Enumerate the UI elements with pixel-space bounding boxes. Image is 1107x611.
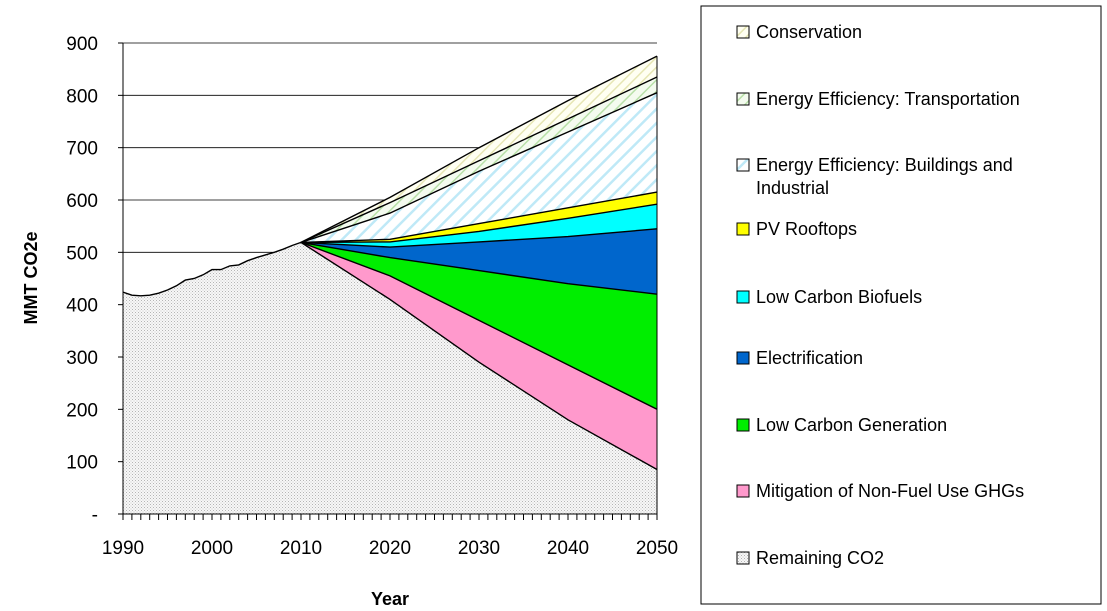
boundary-pv-rooftops xyxy=(300,191,658,244)
legend-swatch xyxy=(736,25,750,39)
area-energy-efficiency-buildings-and-industrial xyxy=(301,92,657,243)
legend-label: Low Carbon Biofuels xyxy=(756,287,922,307)
boundary-conservation xyxy=(300,55,658,244)
legend-item-energy-efficiency-buildings-and: Energy Efficiency: Buildings and Industri… xyxy=(736,155,1013,198)
boundary-energy-efficiency-transportation xyxy=(300,76,658,244)
y-tick-label-900: 900 xyxy=(66,34,98,55)
legend-swatch xyxy=(736,92,750,106)
legend-swatch xyxy=(736,158,750,172)
x-tick-label-2010: 2010 xyxy=(280,538,322,559)
axes: - 100 200 300 400 500 600 700 800 900 1990 2000 2010… xyxy=(66,34,678,559)
legend-frame xyxy=(700,5,1102,605)
y-tick-label-500: 500 xyxy=(66,243,98,264)
y-tick-label-400: 400 xyxy=(66,296,98,317)
area-conservation xyxy=(301,56,657,243)
y-tick-label-100: 100 xyxy=(66,453,98,474)
y-tick-label-600: 600 xyxy=(66,191,98,212)
plot-area: - 100 200 300 400 500 600 700 800 900 1990 2000 2010… xyxy=(66,34,678,559)
boundary-mitigation-of-non-fuel-use-ghgs xyxy=(300,241,658,410)
legend-swatch xyxy=(736,222,750,236)
legend-label: Electrification xyxy=(756,348,863,368)
legend-item-mitigation-of-non-fuel-use-ghgs: Mitigation of Non-Fuel Use GHGs xyxy=(736,481,1024,501)
y-axis-title: MMT CO2e xyxy=(21,231,41,324)
legend: Conservation Energy Efficiency: Transport… xyxy=(700,5,1102,605)
y-tick-label-200: 200 xyxy=(66,400,98,421)
legend-label: Mitigation of Non-Fuel Use GHGs xyxy=(756,481,1024,501)
y-tick-label-0: - xyxy=(92,505,98,526)
y-tick-label-300: 300 xyxy=(66,348,98,369)
legend-item-low-carbon-generation: Low Carbon Generation xyxy=(736,415,947,435)
legend-label: Conservation xyxy=(756,22,862,42)
area-electrification xyxy=(301,228,657,295)
legend-item-electrification: Electrification xyxy=(736,348,863,368)
y-tick-label-700: 700 xyxy=(66,139,98,160)
x-tick-label-2000: 2000 xyxy=(191,538,233,559)
legend-swatch xyxy=(736,290,750,304)
legend-item-remaining-co2: Remaining CO2 xyxy=(736,548,884,568)
legend-item-pv-rooftops: PV Rooftops xyxy=(736,219,857,239)
legend-label: PV Rooftops xyxy=(756,219,857,239)
legend-swatch xyxy=(736,484,750,498)
x-tick-label-2040: 2040 xyxy=(547,538,589,559)
x-tick-label-2030: 2030 xyxy=(458,538,500,559)
boundary-energy-efficiency-buildings-and-industrial xyxy=(300,92,658,244)
legend-label: Low Carbon Generation xyxy=(756,415,947,435)
x-axis-title: Year xyxy=(371,589,409,609)
legend-label: Energy Efficiency: Buildings and xyxy=(756,155,1013,175)
legend-item-conservation: Conservation xyxy=(736,22,862,42)
stacked-areas xyxy=(122,55,658,514)
x-tick-label-1990: 1990 xyxy=(102,538,144,559)
legend-item-low-carbon-biofuels: Low Carbon Biofuels xyxy=(736,287,922,307)
legend-item-energy-efficiency-transportation: Energy Efficiency: Transportation xyxy=(736,89,1020,109)
x-tick-label-2050: 2050 xyxy=(636,538,678,559)
y-tick-label-800: 800 xyxy=(66,86,98,107)
legend-label: Energy Efficiency: Transportation xyxy=(756,89,1020,109)
boundary-electrification xyxy=(300,228,658,248)
boundary-low-carbon-generation xyxy=(300,241,658,295)
boundary-low-carbon-biofuels xyxy=(300,203,658,244)
legend-swatch xyxy=(736,418,750,432)
legend-swatch xyxy=(736,551,750,565)
legend-label: Remaining CO2 xyxy=(756,548,884,568)
legend-swatch xyxy=(736,351,750,365)
x-tick-label-2020: 2020 xyxy=(369,538,411,559)
area-remaining-co2 xyxy=(123,242,657,514)
legend-label-line2: Industrial xyxy=(756,178,829,198)
